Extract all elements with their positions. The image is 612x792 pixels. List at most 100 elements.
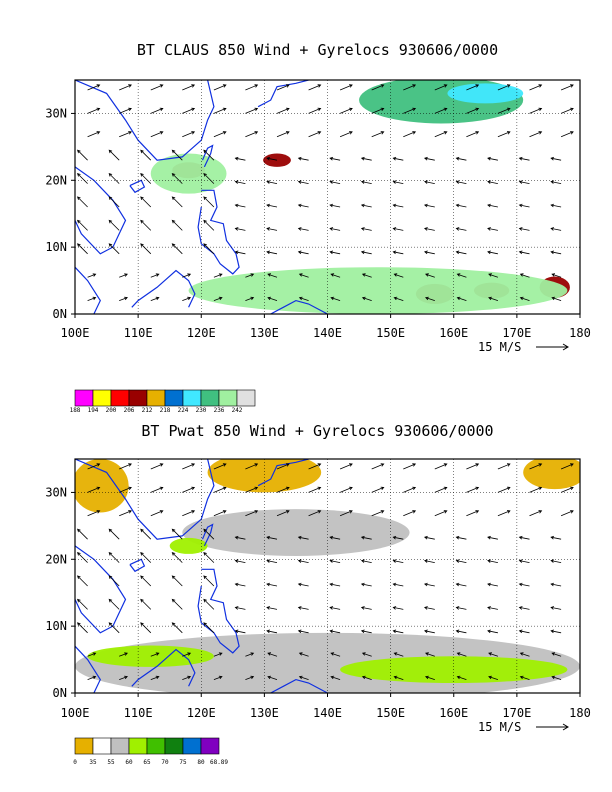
chart1-vector-reference-arrow (536, 343, 569, 351)
chart2-wind-arrow-71 (298, 675, 309, 680)
chart2-wind-arrow-11 (119, 675, 128, 680)
chart2-x-tick-2: 110E (124, 706, 153, 720)
chart2-wind-arrow-59 (245, 486, 259, 493)
chart2-wind-arrow-98 (371, 510, 385, 517)
chart2-wind-arrow-72 (298, 652, 309, 657)
chart2-wind-arrow-130 (466, 463, 480, 470)
chart1-wind-arrow-138 (497, 131, 511, 138)
chart1-wind-arrow-115 (423, 203, 435, 208)
chart2-wind-arrow-140 (497, 463, 511, 470)
chart1-wind-arrow-60 (245, 84, 259, 91)
chart1-wind-arrow-17 (108, 149, 120, 161)
chart1-wind-arrow-120 (434, 84, 448, 91)
chart1-wind-arrow-108 (403, 131, 417, 138)
chart1-legend-label-1: 188 (70, 407, 81, 414)
chart2-wind-arrow-117 (423, 535, 435, 540)
chart1-wind-arrow-68 (276, 131, 290, 138)
chart2-wind-arrow-36 (171, 551, 183, 563)
chart1-wind-arrow-124 (455, 227, 467, 231)
chart1-wind-arrow-12 (119, 273, 128, 278)
chart2-wind-arrow-85 (329, 582, 341, 587)
chart1-wind-arrow-42 (213, 273, 223, 278)
chart1-wind-arrow-112 (424, 273, 435, 278)
chart2-wind-arrow-51 (245, 675, 255, 680)
chart1-legend-swatch-2 (92, 389, 112, 407)
chart2-wind-arrow-135 (487, 582, 498, 587)
chart2-y-tick-3: 20N (45, 552, 67, 566)
chart1-gridlines (75, 80, 580, 314)
chart1-wind-arrow-117 (423, 156, 435, 161)
chart2-wind-arrow-157 (550, 535, 562, 540)
chart2-x-tick-5: 140E (313, 706, 342, 720)
chart2-wind-arrow-9 (87, 486, 101, 493)
chart2-wind-arrow-122 (456, 652, 467, 657)
chart2-wind-arrow-126 (455, 559, 467, 563)
chart2-wind-arrow-20 (119, 463, 132, 470)
chart2-wind-arrow-60 (245, 463, 259, 470)
chart2-wind-arrow-107 (392, 535, 404, 540)
chart2-wind-arrow-52 (245, 652, 255, 657)
chart2-wind-arrow-160 (560, 463, 574, 470)
chart1-wind-arrow-150 (529, 84, 543, 91)
chart2-wind-arrow-141 (519, 675, 530, 680)
chart1-wind-arrow-70 (276, 84, 290, 91)
chart2-wind-arrow-110 (403, 463, 417, 470)
chart1-x-tick-6: 150E (376, 326, 405, 340)
chart2-x-tick-1: 100E (61, 706, 90, 720)
chart2-x-tick-3: 120E (187, 706, 216, 720)
chart1-wind-arrow-136 (487, 180, 498, 184)
chart1-wind-arrow-5 (76, 196, 88, 208)
chart1-wind-arrow-83 (329, 250, 341, 255)
chart1-wind-arrow-118 (434, 131, 448, 138)
chart2-legend-swatch-2 (92, 737, 112, 755)
chart2-wind-arrow-50 (213, 463, 227, 470)
chart2-wind-arrow-158 (560, 510, 574, 517)
chart2-wind-arrow-94 (360, 606, 372, 610)
chart2-legend-label-9: 68.89 (210, 759, 228, 766)
chart2-wind-arrow-63 (266, 629, 278, 634)
chart1-wind-arrow-45 (203, 196, 215, 208)
chart2-group: BT Pwat 850 Wind + Gyrelocs 930606/0000 1… (45, 422, 591, 766)
chart2-wind-arrow-53 (234, 629, 246, 634)
chart2-wind-arrow-103 (392, 629, 404, 634)
chart2-wind-arrow-144 (518, 606, 530, 610)
chart2-wind-arrow-127 (455, 535, 467, 540)
chart2-legend-label-7: 75 (179, 759, 187, 766)
chart1-wind-arrow-1 (87, 296, 97, 301)
chart1-legend-swatch-3 (110, 389, 130, 407)
chart2-wind-arrow-109 (403, 486, 417, 493)
chart2-wind-arrow-120 (434, 463, 448, 470)
chart1-wind-arrow-48 (213, 131, 227, 138)
chart1-wind-arrow-158 (560, 131, 574, 138)
chart1-vector-reference-label: 15 M/S (478, 340, 521, 354)
chart2-wind-arrow-74 (297, 606, 309, 610)
chart1-wind-arrow-152 (551, 273, 562, 278)
chart1-wind-arrow-99 (371, 107, 385, 114)
chart1-wind-arrow-129 (466, 107, 480, 114)
chart1-wind-arrow-23 (140, 243, 152, 255)
chart2-wind-arrow-23 (140, 622, 152, 634)
chart2-wind-arrow-123 (455, 629, 467, 634)
chart2-wind-arrow-17 (108, 528, 120, 540)
chart2-wind-arrow-90 (339, 463, 353, 470)
chart1-wind-arrow-8 (87, 131, 101, 138)
chart2-wind-arrow-55 (234, 582, 246, 587)
chart1-wind-arrow-147 (518, 156, 530, 161)
chart1-wind-arrow-67 (266, 156, 278, 161)
chart1-wind-arrow-155 (550, 203, 562, 208)
chart1-wind-arrow-16 (108, 173, 120, 184)
chart1-wind-arrow-139 (497, 107, 511, 114)
chart2-wind-arrow-26 (140, 551, 152, 563)
chart1-wind-vectors (76, 84, 574, 301)
chart2-legend: 0 35 55 60 65 70 75 80 68.89 (73, 737, 228, 766)
chart1-legend-label-8: 230 (196, 407, 207, 414)
chart1-legend-swatch-1 (74, 389, 94, 407)
chart1-wind-arrow-141 (519, 296, 530, 301)
chart2-wind-arrow-79 (308, 486, 322, 493)
chart1-wind-arrow-34 (171, 219, 183, 231)
chart2-wind-arrow-134 (487, 606, 498, 610)
chart1-wind-arrow-113 (423, 250, 435, 255)
chart2-wind-arrow-58 (245, 510, 259, 517)
chart1-legend-label-10: 242 (232, 407, 243, 414)
